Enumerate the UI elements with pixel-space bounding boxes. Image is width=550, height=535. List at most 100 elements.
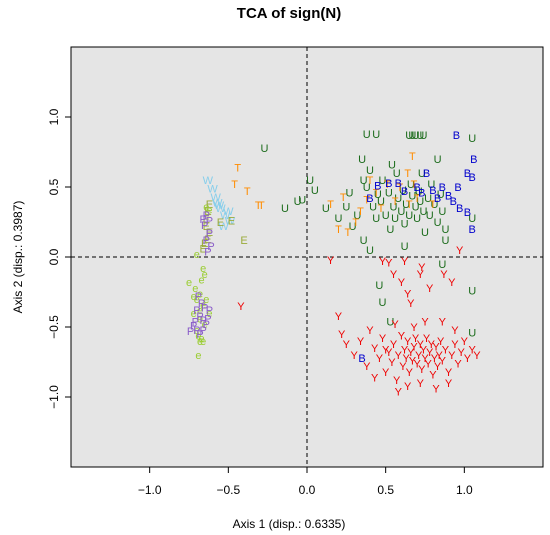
point-E: E [199, 244, 206, 256]
point-U: U [369, 202, 377, 214]
point-Y: Y [429, 370, 437, 382]
point-B: B [464, 168, 471, 180]
point-Y: Y [415, 350, 423, 362]
point-T: T [429, 199, 436, 211]
point-B: B [445, 190, 452, 202]
point-T: T [335, 224, 342, 236]
point-U: U [360, 175, 368, 187]
x-tick-label: −0.5 [216, 483, 240, 497]
point-Y: Y [434, 361, 442, 373]
point-U: U [386, 316, 394, 328]
point-U: U [405, 210, 413, 222]
point-U: U [372, 213, 380, 225]
point-E: E [206, 199, 213, 211]
point-P: P [190, 321, 197, 333]
point-U: U [385, 188, 393, 200]
point-Y: Y [473, 350, 481, 362]
point-T: T [367, 175, 374, 187]
point-Y: Y [445, 378, 453, 390]
point-E: E [204, 206, 211, 218]
point-P: P [199, 214, 206, 226]
point-U: U [281, 203, 289, 215]
point-P: P [207, 241, 214, 253]
point-U: U [311, 185, 319, 197]
point-Y: Y [398, 277, 406, 289]
point-e: e [186, 277, 192, 289]
point-Y: Y [445, 367, 453, 379]
point-U: U [382, 210, 390, 222]
point-U: U [322, 203, 330, 215]
point-e: e [203, 294, 209, 306]
point-E: E [228, 216, 235, 228]
point-Y: Y [421, 316, 429, 328]
point-P: P [206, 228, 213, 240]
point-U: U [405, 130, 413, 142]
x-tick-label: 0.0 [299, 483, 316, 497]
point-U: U [416, 130, 424, 142]
point-e: e [199, 274, 205, 286]
point-Y: Y [418, 364, 426, 376]
point-Y: Y [448, 277, 456, 289]
point-U: U [294, 196, 302, 208]
point-Y: Y [237, 301, 245, 313]
point-e: e [197, 314, 203, 326]
point-e: e [194, 249, 200, 261]
point-U: U [334, 213, 342, 225]
point-B: B [429, 185, 436, 197]
point-Y: Y [382, 344, 390, 356]
point-B: B [418, 188, 425, 200]
point-Y: Y [335, 311, 343, 323]
point-B: B [434, 193, 441, 205]
point-e: e [191, 291, 197, 303]
point-e: e [206, 204, 212, 216]
point-U: U [468, 213, 476, 225]
point-P: P [201, 302, 208, 314]
point-Y: Y [410, 342, 418, 354]
point-U: U [372, 129, 380, 141]
point-Y: Y [418, 262, 426, 274]
point-W: W [212, 197, 223, 209]
point-U: U [407, 179, 415, 191]
point-U: U [424, 193, 432, 205]
y-tick-label: 0.5 [47, 178, 61, 195]
point-U: U [408, 130, 416, 142]
point-Y: Y [469, 344, 477, 356]
point-e: e [195, 330, 201, 342]
point-W: W [223, 206, 234, 218]
point-Y: Y [395, 350, 403, 362]
point-U: U [468, 286, 476, 298]
point-Y: Y [385, 258, 393, 270]
point-B: B [469, 172, 476, 184]
point-P: P [196, 329, 203, 341]
point-T: T [345, 227, 352, 239]
point-P: P [204, 314, 211, 326]
point-U: U [363, 129, 371, 141]
point-Y: Y [371, 343, 379, 355]
point-T: T [378, 203, 385, 215]
point-Y: Y [366, 325, 374, 337]
point-Y: Y [390, 339, 398, 351]
x-tick-label: 1.0 [456, 483, 473, 497]
point-Y: Y [437, 336, 445, 348]
point-Y: Y [395, 386, 403, 398]
point-U: U [298, 195, 306, 207]
point-U: U [468, 133, 476, 145]
point-E: E [240, 235, 247, 247]
y-axis: −1.0 −0.5 0.0 0.5 1.0 [47, 108, 71, 409]
point-U: U [441, 235, 449, 247]
point-B: B [366, 193, 373, 205]
point-Y: Y [393, 375, 401, 387]
point-B: B [464, 207, 471, 219]
point-Y: Y [435, 350, 443, 362]
point-T: T [396, 182, 403, 194]
point-U: U [390, 202, 398, 214]
point-Y: Y [351, 350, 359, 362]
point-W: W [203, 175, 214, 187]
point-e: e [199, 333, 205, 345]
point-e: e [202, 269, 208, 281]
x-axis-label: Axis 1 (disp.: 0.6335) [233, 517, 346, 531]
point-B: B [454, 182, 461, 194]
point-U: U [349, 221, 357, 233]
point-U: U [360, 235, 368, 247]
point-T: T [352, 217, 359, 229]
